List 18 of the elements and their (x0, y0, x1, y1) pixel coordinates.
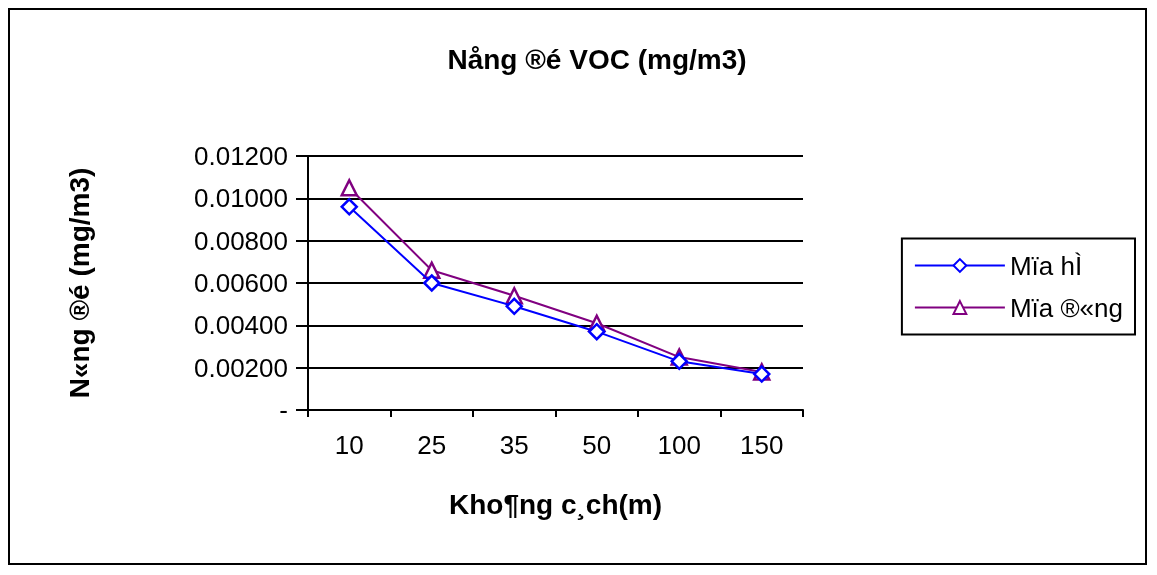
x-tick-label: 150 (740, 430, 784, 460)
legend-label: Mïa ®«ng (1009, 292, 1124, 323)
y-axis-title: N«ng ®é (mg/m3) (63, 167, 95, 399)
y-tick-label: 0.00200 (194, 352, 288, 383)
legend-label: Mïa hÌ (1009, 250, 1083, 281)
y-tick-label: 0.00600 (194, 268, 288, 298)
x-axis-title: Kho¶ng c¸ch(m) (448, 488, 663, 520)
x-tick-label: 35 (499, 430, 529, 460)
x-tick-label: 50 (582, 430, 612, 460)
chart-title: Nång ®é VOC (mg/m3) (447, 43, 747, 75)
y-tick-label: 0.01000 (194, 183, 288, 214)
x-tick-label: 25 (417, 430, 447, 460)
y-tick-label: - (279, 395, 288, 425)
x-tick-label: 10 (334, 430, 364, 460)
y-tick-label: 0.00800 (194, 225, 288, 256)
y-tick-label: 0.00400 (194, 310, 288, 341)
x-tick-label: 100 (657, 430, 701, 460)
y-tick-label: 0.01200 (194, 141, 288, 171)
